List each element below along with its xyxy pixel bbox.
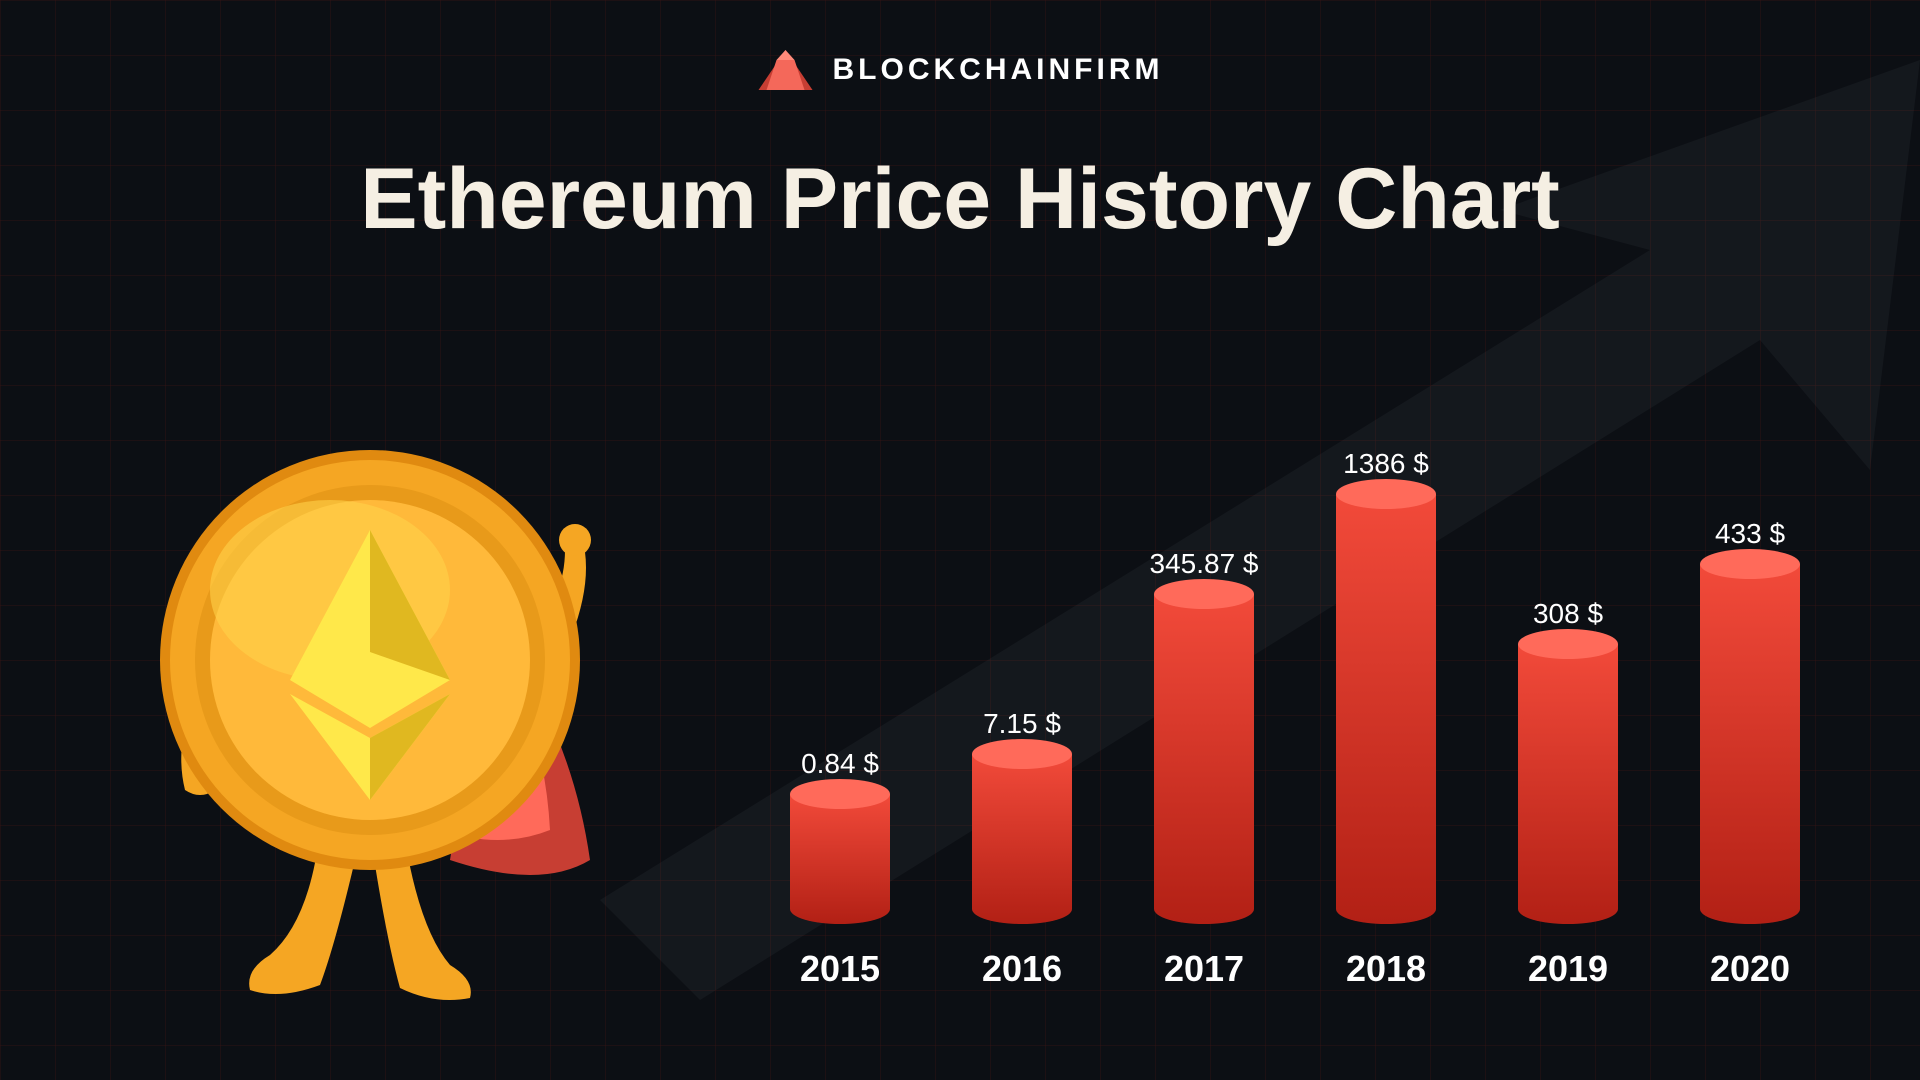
ethereum-mascot — [120, 390, 640, 1030]
bar-year-label: 2020 — [1710, 948, 1790, 990]
bar-year-label: 2019 — [1528, 948, 1608, 990]
bar-year-label: 2018 — [1346, 948, 1426, 990]
bar-cylinder — [1518, 644, 1618, 924]
bar-cylinder-top — [972, 739, 1072, 769]
chart-title: Ethereum Price History Chart — [360, 150, 1560, 249]
bar-year-label: 2017 — [1164, 948, 1244, 990]
bar-cylinder-body — [1336, 494, 1436, 924]
bar-column: 345.87 $ 2017 — [1144, 548, 1264, 990]
brand-header: BLOCKCHAINFIRM — [757, 48, 1164, 92]
bar-cylinder-top — [1154, 579, 1254, 609]
bar-cylinder-body — [1518, 644, 1618, 924]
bar-cylinder — [1154, 594, 1254, 924]
bar-cylinder — [790, 794, 890, 924]
bar-cylinder-body — [972, 754, 1072, 924]
bar-cylinder-top — [790, 779, 890, 809]
bar-column: 308 $ 2019 — [1508, 598, 1628, 990]
price-bar-chart: 0.84 $ 2015 7.15 $ 2016 345.87 $ 2017 1386 $ 20… — [780, 370, 1830, 990]
bar-cylinder-body — [1154, 594, 1254, 924]
bar-cylinder-top — [1700, 549, 1800, 579]
bar-cylinder — [1336, 494, 1436, 924]
bar-value-label: 0.84 $ — [801, 748, 879, 780]
bar-cylinder — [1700, 564, 1800, 924]
bar-cylinder — [972, 754, 1072, 924]
bar-cylinder-top — [1336, 479, 1436, 509]
bar-value-label: 345.87 $ — [1150, 548, 1259, 580]
bar-column: 7.15 $ 2016 — [962, 708, 1082, 990]
bar-cylinder-body — [790, 794, 890, 924]
bar-value-label: 1386 $ — [1343, 448, 1429, 480]
bar-column: 433 $ 2020 — [1690, 518, 1810, 990]
bar-column: 1386 $ 2018 — [1326, 448, 1446, 990]
bar-value-label: 7.15 $ — [983, 708, 1061, 740]
bar-cylinder-top — [1518, 629, 1618, 659]
bar-value-label: 308 $ — [1533, 598, 1603, 630]
brand-name: BLOCKCHAINFIRM — [833, 53, 1164, 87]
bar-year-label: 2016 — [982, 948, 1062, 990]
bar-column: 0.84 $ 2015 — [780, 748, 900, 990]
bar-year-label: 2015 — [800, 948, 880, 990]
bar-value-label: 433 $ — [1715, 518, 1785, 550]
bar-cylinder-body — [1700, 564, 1800, 924]
brand-logo-icon — [757, 48, 815, 92]
